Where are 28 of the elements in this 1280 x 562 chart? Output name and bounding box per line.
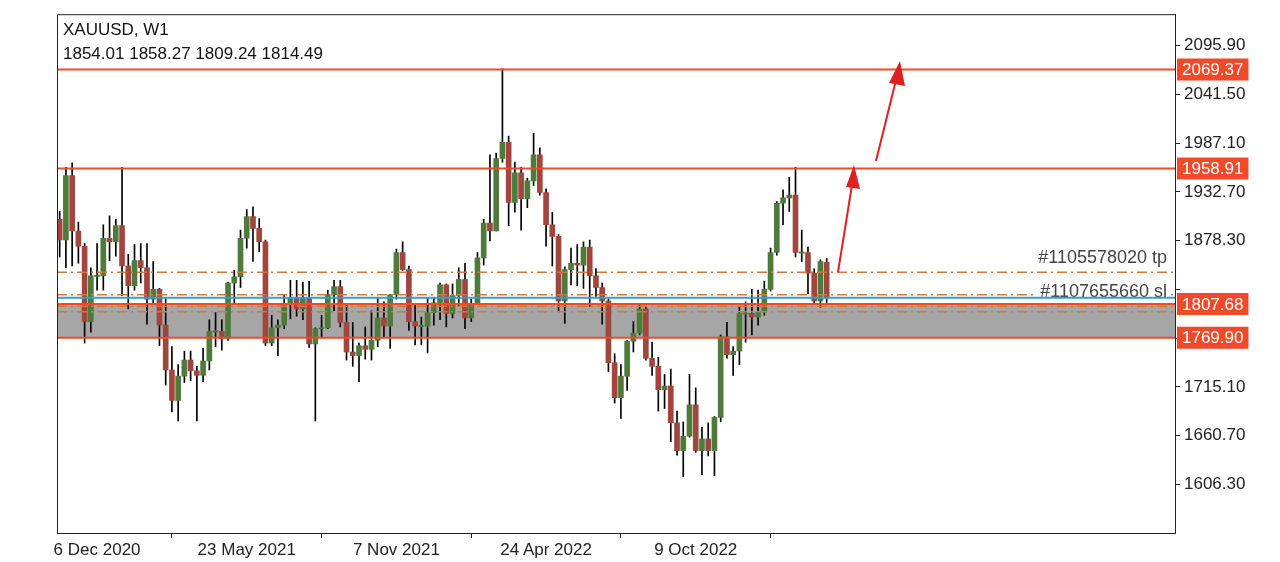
x-tick-label: 9 Oct 2022 <box>654 539 738 559</box>
candlestick <box>362 326 369 360</box>
x-tick-label: 6 Dec 2020 <box>53 539 141 559</box>
candlestick <box>786 176 793 212</box>
x-tick-label: 24 Apr 2022 <box>500 539 592 559</box>
ref-line-label: 1769.90 <box>1182 328 1244 348</box>
y-tick-label: 1878.30 <box>1184 230 1246 250</box>
ref-line-label: 1807.68 <box>1182 294 1244 314</box>
y-tick-label: 2041.50 <box>1184 84 1246 104</box>
ref-line-label: #1105578020 tp <box>1038 247 1167 268</box>
candlestick <box>798 229 805 262</box>
y-tick-label: 1715.10 <box>1184 376 1246 396</box>
chart-title: XAUUSD, W1 <box>63 20 169 40</box>
y-tick-label: 2095.90 <box>1184 35 1246 55</box>
candlestick <box>487 154 493 242</box>
y-tick-label: 1987.10 <box>1184 132 1246 152</box>
y-tick-label: 1660.70 <box>1184 425 1246 445</box>
candlestick <box>730 346 736 376</box>
ref-line-label: 2069.37 <box>1182 60 1244 80</box>
y-tick-label: 1606.30 <box>1184 474 1246 494</box>
x-tick-label: 7 Nov 2021 <box>352 539 440 559</box>
y-tick-label: 1932.70 <box>1184 181 1246 201</box>
text: 1854.01 1858.27 1809.24 1814.49 <box>63 44 323 64</box>
candlestick <box>699 426 705 476</box>
ref-line-label: 1958.91 <box>1182 159 1244 179</box>
candlestick <box>349 322 356 367</box>
ref-line-label: #1107655660 sl <box>1040 281 1167 302</box>
x-tick-label: 23 May 2021 <box>197 539 296 559</box>
